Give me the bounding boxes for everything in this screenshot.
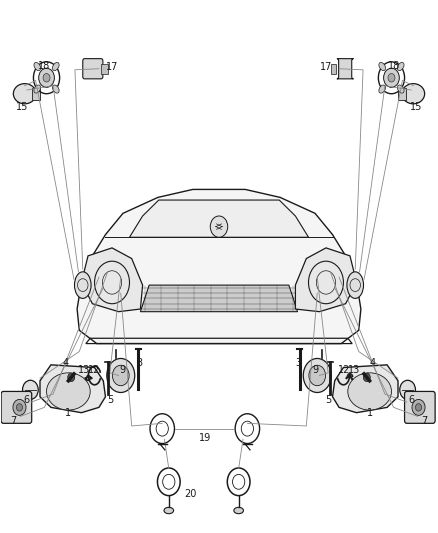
FancyBboxPatch shape — [331, 64, 336, 74]
Text: 12: 12 — [338, 365, 350, 375]
Text: 18: 18 — [38, 61, 50, 70]
Ellipse shape — [379, 62, 385, 70]
Circle shape — [363, 373, 370, 382]
Text: 13: 13 — [78, 365, 90, 375]
Circle shape — [22, 380, 38, 399]
Circle shape — [43, 74, 50, 82]
FancyBboxPatch shape — [1, 391, 32, 423]
FancyBboxPatch shape — [32, 88, 40, 100]
Text: 1: 1 — [65, 408, 71, 418]
Ellipse shape — [34, 85, 41, 93]
Text: 9: 9 — [119, 365, 125, 375]
Ellipse shape — [397, 62, 404, 70]
Ellipse shape — [402, 84, 425, 104]
Ellipse shape — [53, 85, 59, 93]
Ellipse shape — [348, 373, 392, 410]
Text: 19: 19 — [199, 433, 211, 443]
Text: 4: 4 — [370, 358, 376, 368]
Ellipse shape — [13, 84, 36, 104]
Text: 18: 18 — [388, 61, 400, 70]
Circle shape — [416, 403, 422, 411]
Circle shape — [303, 359, 331, 392]
Text: 15: 15 — [410, 102, 423, 112]
Text: 7: 7 — [421, 416, 427, 426]
Polygon shape — [332, 365, 398, 413]
FancyBboxPatch shape — [405, 391, 435, 423]
Ellipse shape — [46, 373, 90, 410]
Circle shape — [16, 403, 22, 411]
Text: 12: 12 — [88, 365, 100, 375]
Polygon shape — [295, 248, 357, 312]
Text: 7: 7 — [11, 416, 17, 426]
Text: 13: 13 — [348, 365, 360, 375]
Text: 3: 3 — [137, 358, 143, 368]
Text: 17: 17 — [320, 62, 332, 72]
Polygon shape — [40, 365, 106, 413]
Circle shape — [113, 365, 129, 386]
Text: 5: 5 — [107, 395, 113, 406]
Polygon shape — [141, 285, 297, 312]
Circle shape — [13, 399, 26, 415]
Circle shape — [412, 399, 425, 415]
Circle shape — [309, 365, 325, 386]
Ellipse shape — [53, 62, 59, 70]
Circle shape — [39, 68, 54, 87]
Text: 4: 4 — [62, 358, 68, 368]
Circle shape — [210, 216, 228, 237]
Text: 9: 9 — [313, 365, 319, 375]
Ellipse shape — [347, 272, 364, 298]
FancyBboxPatch shape — [398, 88, 406, 100]
Text: 15: 15 — [15, 102, 28, 112]
Text: 20: 20 — [184, 489, 197, 499]
Ellipse shape — [397, 85, 404, 93]
Text: 17: 17 — [106, 62, 118, 72]
Polygon shape — [130, 200, 308, 237]
FancyBboxPatch shape — [83, 59, 103, 79]
Ellipse shape — [34, 62, 41, 70]
Ellipse shape — [379, 85, 385, 93]
FancyBboxPatch shape — [337, 59, 353, 79]
Circle shape — [388, 74, 395, 82]
Polygon shape — [81, 248, 143, 312]
Circle shape — [400, 380, 416, 399]
Text: 3: 3 — [295, 358, 301, 368]
Circle shape — [384, 68, 399, 87]
Circle shape — [107, 359, 135, 392]
FancyBboxPatch shape — [101, 64, 108, 74]
Circle shape — [68, 373, 75, 382]
Ellipse shape — [74, 272, 91, 298]
Text: 5: 5 — [325, 395, 331, 406]
Text: 6: 6 — [24, 395, 30, 406]
Ellipse shape — [164, 507, 173, 514]
Polygon shape — [77, 189, 361, 344]
Text: 6: 6 — [408, 395, 414, 406]
Text: 1: 1 — [367, 408, 373, 418]
Ellipse shape — [234, 507, 244, 514]
